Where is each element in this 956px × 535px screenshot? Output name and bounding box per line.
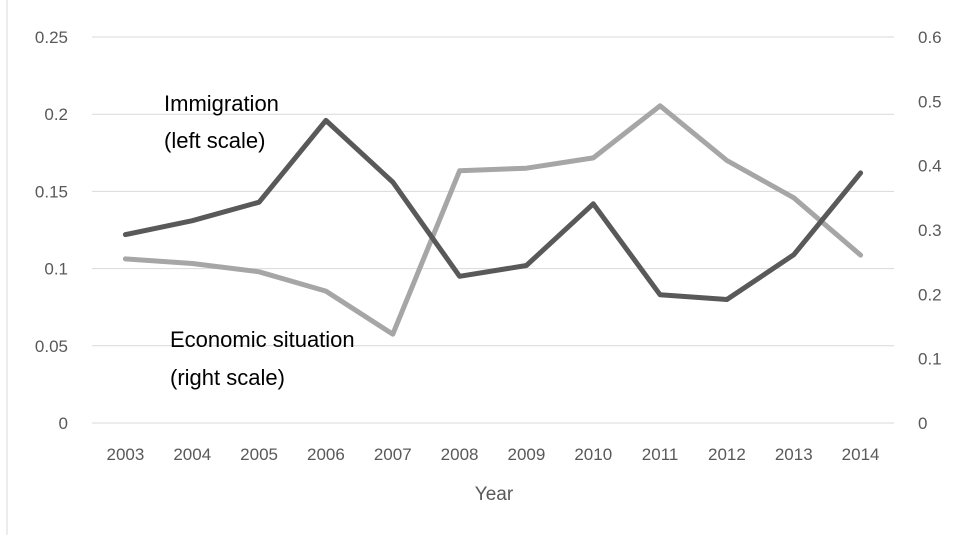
economic-annotation-line1: Economic situation <box>170 327 355 352</box>
immigration-annotation-line2: (left scale) <box>164 128 265 153</box>
x-axis-tick-label: 2012 <box>708 445 746 464</box>
x-axis-tick-label: 2010 <box>574 445 612 464</box>
left-axis-tick-label: 0.15 <box>35 182 68 201</box>
x-axis-tick-label: 2014 <box>842 445 880 464</box>
x-axis-ticks: 2003 2004 2005 2006 2007 2008 2009 2010 2011 2012… <box>107 445 880 464</box>
x-axis-tick-label: 2007 <box>374 445 412 464</box>
x-axis-tick-label: 2013 <box>775 445 813 464</box>
immigration-series-line <box>122 117 864 302</box>
x-axis-tick-label: 2006 <box>307 445 345 464</box>
left-axis-tick-label: 0.25 <box>35 28 68 47</box>
immigration-annotation-line1: Immigration <box>164 91 279 116</box>
right-axis-tick-label: 0.1 <box>918 350 942 369</box>
left-axis-tick-label: 0.05 <box>35 337 68 356</box>
x-axis-tick-label: 2005 <box>240 445 278 464</box>
right-axis-tick-label: 0.2 <box>918 285 942 304</box>
x-axis-tick-label: 2008 <box>441 445 479 464</box>
left-axis-ticks: 0 0.05 0.1 0.15 0.2 0.25 <box>35 28 68 433</box>
economic-annotation-line2: (right scale) <box>170 365 285 390</box>
x-axis-tick-label: 2003 <box>107 445 145 464</box>
right-axis-tick-label: 0 <box>918 414 927 433</box>
right-axis-ticks: 0 0.1 0.2 0.3 0.4 0.5 0.6 <box>918 28 942 433</box>
right-axis-tick-label: 0.5 <box>918 92 942 111</box>
x-axis-title: Year <box>475 484 514 505</box>
right-axis-tick-label: 0.4 <box>918 157 942 176</box>
economic-series-line <box>122 103 864 337</box>
right-axis-tick-label: 0.6 <box>918 28 942 47</box>
left-axis-tick-label: 0.1 <box>44 260 68 279</box>
x-axis-tick-label: 2011 <box>642 445 679 464</box>
left-axis-tick-label: 0 <box>59 414 68 433</box>
x-axis-tick-label: 2009 <box>508 445 546 464</box>
x-axis-tick-label: 2004 <box>173 445 211 464</box>
left-axis-tick-label: 0.2 <box>44 105 68 124</box>
series-layer <box>122 103 864 337</box>
right-axis-tick-label: 0.3 <box>918 221 942 240</box>
